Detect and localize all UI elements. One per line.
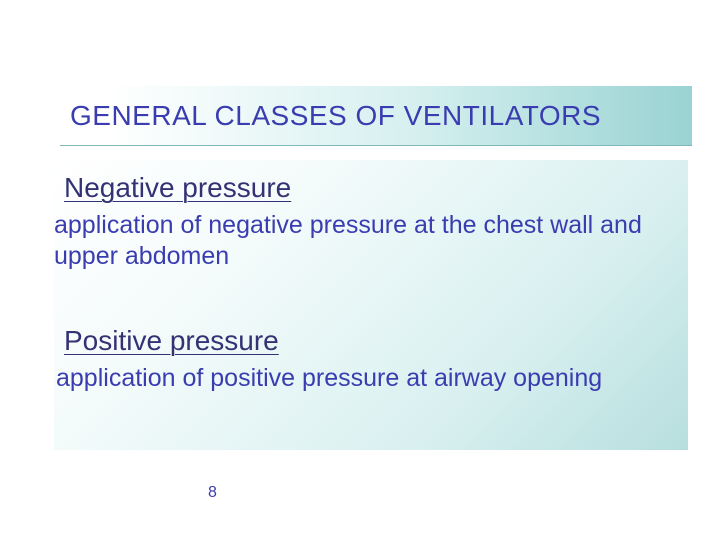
slide: GENERAL CLASSES OF VENTILATORS Negative … <box>0 0 720 540</box>
section-heading-negative: Negative pressure <box>64 172 291 204</box>
section-body-negative: application of negative pressure at the … <box>54 210 668 271</box>
page-number: 8 <box>208 484 217 502</box>
content-panel: Negative pressure application of negativ… <box>54 160 688 450</box>
title-band: GENERAL CLASSES OF VENTILATORS <box>60 86 692 146</box>
slide-title: GENERAL CLASSES OF VENTILATORS <box>70 100 601 132</box>
section-heading-positive: Positive pressure <box>64 325 279 357</box>
section-body-positive: application of positive pressure at airw… <box>56 363 668 394</box>
